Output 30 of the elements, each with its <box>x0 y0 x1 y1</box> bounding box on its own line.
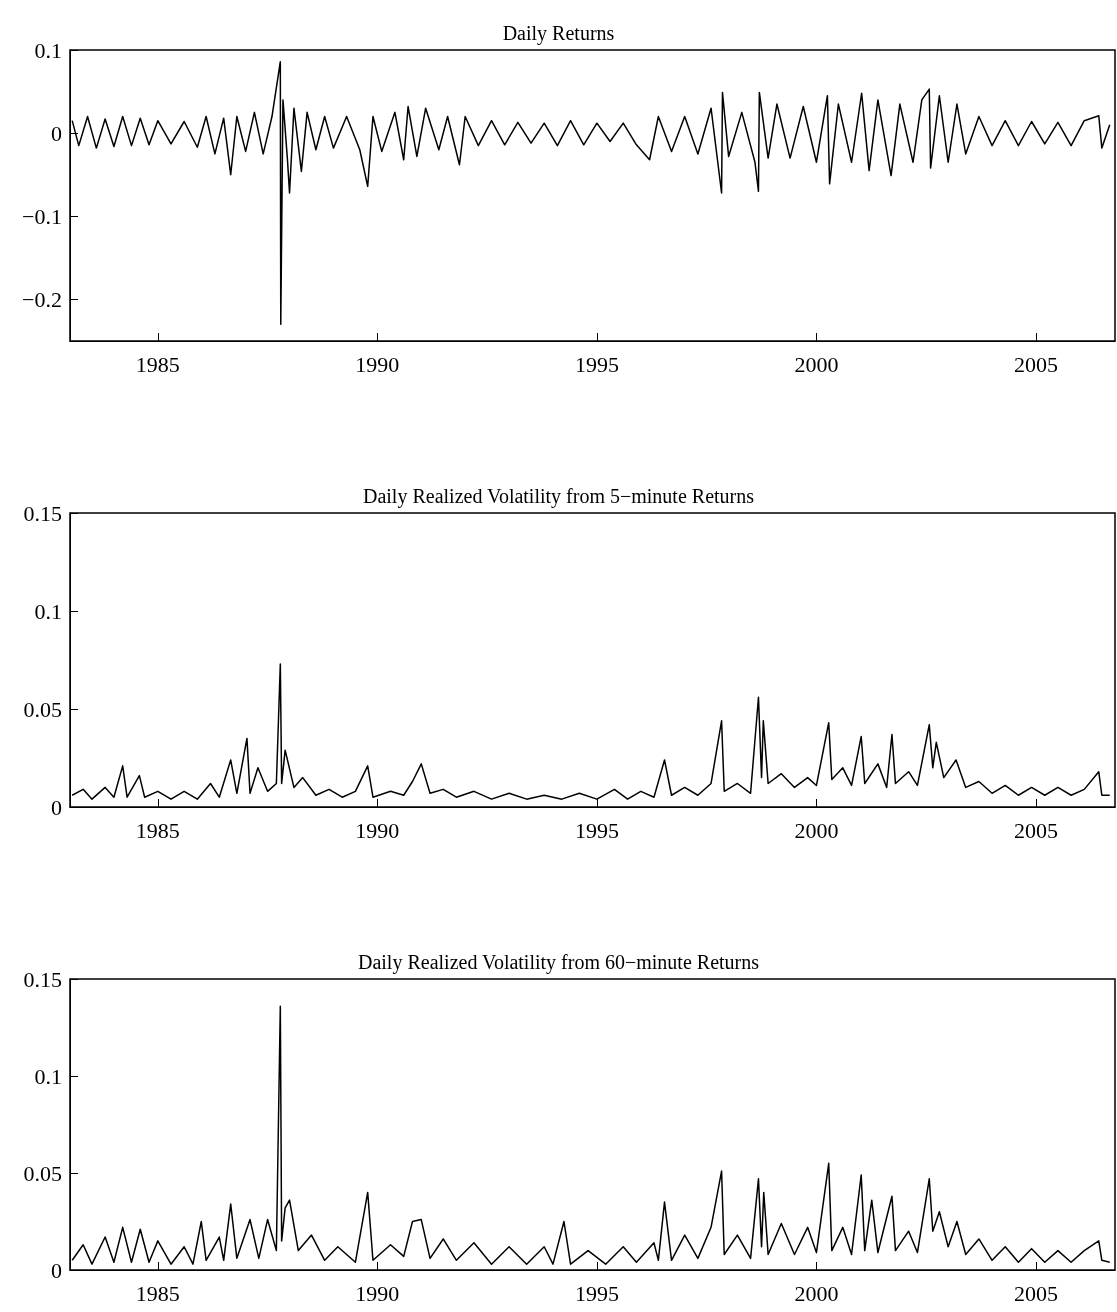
y-tick-label: −0.2 <box>22 286 62 312</box>
x-tick-label: 2005 <box>1013 351 1058 377</box>
y-tick-label: 0.05 <box>23 1160 62 1186</box>
y-tick-label: 0.05 <box>23 696 62 722</box>
y-tick-label: 0.1 <box>34 1063 62 1089</box>
x-tick-label: 1985 <box>135 817 180 843</box>
x-tick-label: 1995 <box>574 1280 619 1306</box>
x-tick-label: 2005 <box>1013 1280 1058 1306</box>
y-tick-label: 0 <box>51 120 62 146</box>
x-tick-label: 2000 <box>794 1280 839 1306</box>
y-tick-label: 0 <box>51 794 62 820</box>
x-tick-label: 2000 <box>794 817 839 843</box>
y-tick-label: 0.1 <box>34 598 62 624</box>
chart-title: Daily Realized Volatility from 5−minute Returns <box>362 485 755 508</box>
x-tick-label: 1985 <box>135 1280 180 1306</box>
x-tick-label: 2000 <box>794 351 839 377</box>
x-tick-label: 1990 <box>355 817 400 843</box>
x-tick-label: 1990 <box>355 1280 400 1306</box>
y-tick-label: 0.1 <box>34 37 62 63</box>
y-tick-label: 0.15 <box>23 966 62 992</box>
x-tick-label: 1995 <box>574 351 619 377</box>
x-tick-label: 1995 <box>574 817 619 843</box>
y-tick-label: 0 <box>51 1257 62 1283</box>
y-tick-label: 0.15 <box>23 500 62 526</box>
x-tick-label: 1985 <box>135 351 180 377</box>
y-tick-label: −0.1 <box>22 203 62 229</box>
chart-title: Daily Realized Volatility from 60−minute Returns <box>357 951 760 974</box>
chart-title: Daily Returns <box>502 22 615 45</box>
x-tick-label: 1990 <box>355 351 400 377</box>
x-tick-label: 2005 <box>1013 817 1058 843</box>
